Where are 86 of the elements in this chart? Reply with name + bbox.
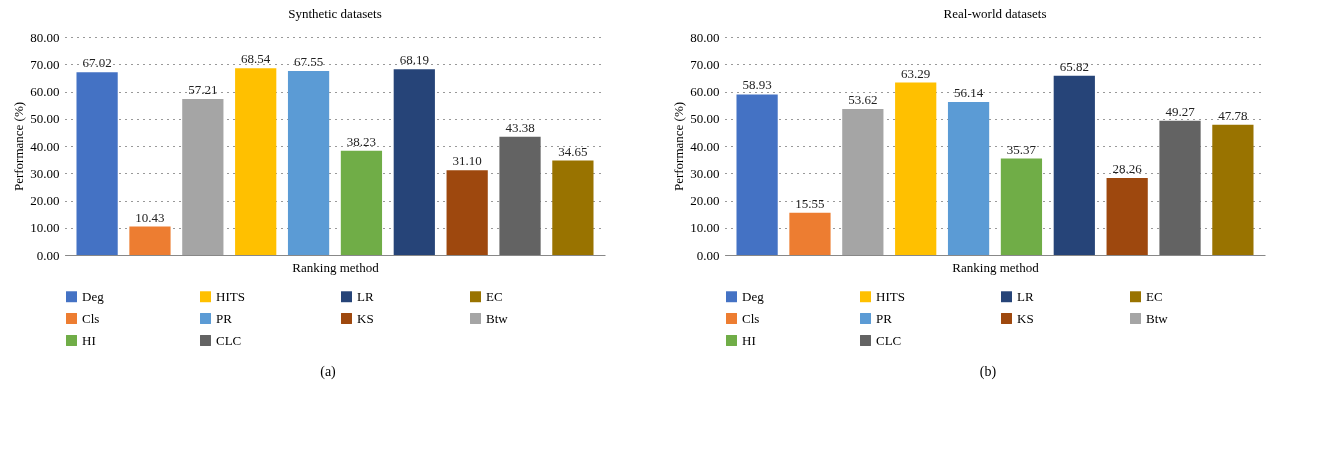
- legend-label: HITS: [216, 288, 245, 304]
- bar: [947, 102, 990, 255]
- y-tick-label: 40.00: [30, 138, 60, 154]
- data-label: 68.54: [241, 51, 271, 67]
- legend-label: KS: [1017, 310, 1034, 326]
- data-label: 34.65: [558, 143, 588, 159]
- bar: [1159, 120, 1201, 255]
- y-tick-label: 0.00: [36, 247, 60, 263]
- data-label: 67.55: [293, 53, 324, 69]
- bar: [182, 99, 224, 255]
- legend-label: PR: [216, 310, 233, 326]
- data-label: 47.78: [1218, 107, 1248, 123]
- data-label: 15.55: [795, 195, 825, 211]
- y-tick-label: 30.00: [30, 165, 60, 181]
- legend-label: EC: [486, 288, 503, 304]
- y-tick-label: 60.00: [30, 84, 60, 99]
- legend-label: HI: [742, 332, 756, 348]
- bar: [446, 170, 488, 255]
- legend-label: EC: [1146, 288, 1163, 304]
- legend-label: LR: [357, 288, 374, 304]
- bar: [1000, 158, 1043, 255]
- y-tick-label: 10.00: [690, 220, 720, 236]
- legend-label: Btw: [486, 310, 509, 326]
- data-label: 63.29: [901, 65, 931, 81]
- legend-label: PR: [876, 310, 893, 326]
- bar: [842, 108, 884, 255]
- bar: [287, 70, 330, 255]
- x-axis-title: Ranking method: [952, 259, 1040, 275]
- legend-label: Btw: [1146, 310, 1169, 326]
- legend-label: LR: [1017, 288, 1034, 304]
- bar: [1053, 75, 1095, 255]
- data-label: 67.02: [82, 55, 112, 71]
- bar: [789, 212, 831, 255]
- bar: [129, 226, 171, 255]
- y-tick-label: 20.00: [30, 193, 60, 208]
- bar: [499, 136, 541, 255]
- y-tick-label: 50.00: [690, 111, 720, 127]
- data-label: 56.14: [953, 85, 984, 101]
- y-tick-label: 20.00: [690, 193, 720, 208]
- y-tick-label: 80.00: [30, 29, 60, 45]
- data-label: 31.10: [452, 153, 482, 169]
- x-axis-title: Ranking method: [292, 259, 380, 275]
- legend-label: Cls: [742, 310, 760, 326]
- bar: [1106, 177, 1148, 255]
- y-axis-title: Performance (%): [11, 101, 27, 192]
- y-tick-label: 50.00: [30, 111, 60, 127]
- data-label: 35.37: [1006, 141, 1037, 157]
- data-label: 10.43: [135, 209, 165, 225]
- text: (b): [978, 364, 998, 380]
- legend-label: HI: [82, 332, 96, 348]
- data-label: 28.26: [1112, 160, 1143, 176]
- data-label: 38.23: [346, 133, 377, 149]
- data-label: 49.27: [1165, 103, 1196, 119]
- legend-label: Cls: [82, 310, 100, 326]
- y-tick-label: 80.00: [690, 29, 720, 45]
- bar: [1212, 124, 1254, 255]
- bar: [235, 68, 277, 255]
- legend-label: CLC: [876, 332, 902, 348]
- legend-label: KS: [357, 310, 374, 326]
- data-label: 43.38: [505, 119, 535, 135]
- data-label: 57.21: [188, 82, 218, 98]
- legend-label: CLC: [216, 332, 242, 348]
- y-tick-label: 70.00: [690, 56, 720, 72]
- bar: [76, 72, 118, 255]
- data-label: 65.82: [1059, 58, 1089, 74]
- legend-label: Deg: [82, 288, 105, 304]
- text: (a): [319, 364, 337, 380]
- y-tick-label: 40.00: [690, 138, 720, 154]
- bar: [552, 160, 594, 255]
- legend-label: Deg: [742, 288, 765, 304]
- y-tick-label: 60.00: [690, 84, 720, 99]
- bar: [393, 69, 435, 255]
- chart-title: Synthetic datasets: [288, 6, 382, 21]
- bar: [736, 94, 778, 255]
- chart-title: Real-world datasets: [943, 6, 1047, 21]
- y-tick-label: 0.00: [696, 247, 720, 263]
- data-label: 53.62: [848, 91, 878, 107]
- y-tick-label: 70.00: [30, 56, 60, 72]
- bar: [340, 150, 383, 255]
- data-label: 58.93: [742, 77, 772, 93]
- data-label: 68.19: [399, 52, 429, 68]
- y-axis-title: Performance (%): [671, 101, 687, 192]
- bar: [895, 82, 937, 255]
- legend-label: HITS: [876, 288, 905, 304]
- y-tick-label: 30.00: [690, 165, 720, 181]
- y-tick-label: 10.00: [30, 220, 60, 236]
